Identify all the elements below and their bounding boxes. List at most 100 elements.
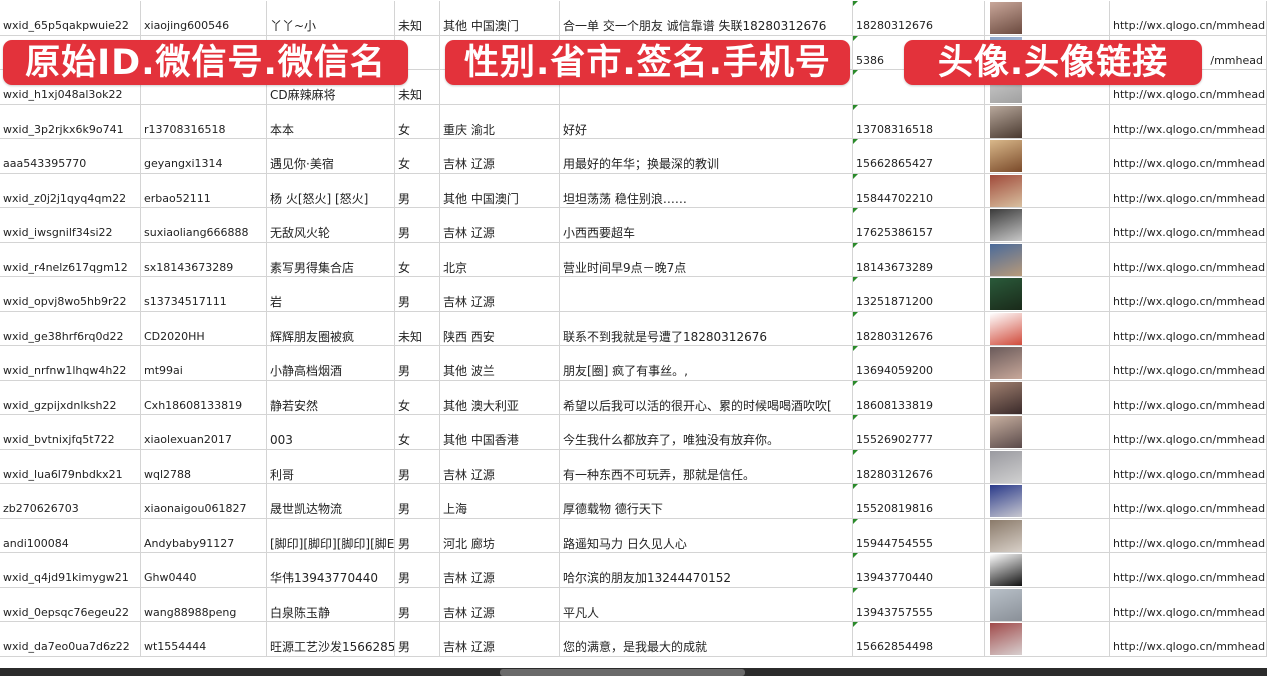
col-avatar-cell[interactable] [985, 242, 1110, 277]
col-region-cell[interactable]: 其他 中国澳门 [440, 173, 560, 208]
col-gender-cell[interactable]: 男 [395, 553, 440, 587]
col-wechat-name-cell[interactable]: 杨 火[怒火] [怒火] [267, 173, 395, 208]
col-signature-cell[interactable]: 联系不到我就是号遭了18280312676 [560, 311, 853, 346]
col-avatar-cell[interactable] [985, 173, 1110, 208]
col-gender-cell[interactable]: 未知 [395, 70, 440, 104]
col-phone-cell[interactable]: 13694059200 [853, 346, 985, 380]
col-avatar-url-cell[interactable]: http://wx.qlogo.cn/mmhead [1110, 242, 1267, 277]
col-signature-cell[interactable]: 朋友[圈] 疯了有事丝。, [560, 346, 853, 380]
col-gender-cell[interactable]: 男 [395, 587, 440, 622]
col-wechat-id-cell[interactable]: suxiaoliang666888 [141, 208, 267, 242]
col-original-id-cell[interactable]: wxid_da7eo0ua7d6z22 [0, 622, 141, 656]
col-gender-cell[interactable]: 男 [395, 346, 440, 380]
col-gender-cell[interactable]: 未知 [395, 1, 440, 35]
col-avatar-url-cell[interactable]: http://wx.qlogo.cn/mmhead [1110, 380, 1267, 415]
col-avatar-cell[interactable] [985, 622, 1110, 656]
col-avatar-url-cell[interactable]: http://wx.qlogo.cn/mmhead [1110, 415, 1267, 449]
col-phone-cell[interactable]: 13943770440 [853, 553, 985, 587]
col-avatar-url-cell[interactable]: http://wx.qlogo.cn/mmhead [1110, 587, 1267, 622]
col-signature-cell[interactable]: 坦坦荡荡 稳住别浪…… [560, 173, 853, 208]
col-signature-cell[interactable]: 好好 [560, 104, 853, 139]
col-gender-cell[interactable]: 女 [395, 415, 440, 449]
col-wechat-name-cell[interactable]: 晟世凯达物流 [267, 484, 395, 518]
col-avatar-url-cell[interactable]: http://wx.qlogo.cn/mmhead [1110, 277, 1267, 311]
col-wechat-name-cell[interactable]: [脚印][脚印][脚印][脚E [267, 518, 395, 553]
col-region-cell[interactable]: 其他 澳大利亚 [440, 380, 560, 415]
col-signature-cell[interactable] [560, 277, 853, 311]
col-wechat-name-cell[interactable]: 白泉陈玉静 [267, 587, 395, 622]
col-avatar-cell[interactable] [985, 587, 1110, 622]
col-gender-cell[interactable] [395, 35, 440, 70]
col-phone-cell[interactable]: 18280312676 [853, 1, 985, 35]
col-avatar-url-cell[interactable]: http://wx.qlogo.cn/mmhead [1110, 1, 1267, 35]
col-region-cell[interactable]: 吉林 辽源 [440, 208, 560, 242]
col-wechat-id-cell[interactable]: mt99ai [141, 346, 267, 380]
col-phone-cell[interactable]: 13251871200 [853, 277, 985, 311]
col-gender-cell[interactable]: 男 [395, 484, 440, 518]
col-original-id-cell[interactable]: wxid_iwsgnilf34si22 [0, 208, 141, 242]
col-region-cell[interactable]: 上海 [440, 484, 560, 518]
col-avatar-url-cell[interactable]: http://wx.qlogo.cn/mmhead [1110, 518, 1267, 553]
col-signature-cell[interactable]: 小西西要超车 [560, 208, 853, 242]
col-original-id-cell[interactable]: wxid_lua6l79nbdkx21 [0, 449, 141, 484]
col-region-cell[interactable]: 陕西 西安 [440, 311, 560, 346]
col-wechat-name-cell[interactable]: 无敌风火轮 [267, 208, 395, 242]
col-signature-cell[interactable]: 今生我什么都放弃了，唯独没有放弃你。 [560, 415, 853, 449]
col-phone-cell[interactable]: 15662854498 [853, 622, 985, 656]
col-avatar-cell[interactable] [985, 484, 1110, 518]
col-wechat-name-cell[interactable]: 利哥 [267, 449, 395, 484]
col-wechat-id-cell[interactable]: wang88988peng [141, 587, 267, 622]
col-phone-cell[interactable]: 13708316518 [853, 104, 985, 139]
col-phone-cell[interactable]: 13943757555 [853, 587, 985, 622]
col-signature-cell[interactable] [560, 35, 853, 70]
col-region-cell[interactable]: 其他 中国香港 [440, 415, 560, 449]
col-signature-cell[interactable]: 哈尔滨的朋友加13244470152 [560, 553, 853, 587]
col-phone-cell[interactable]: 15520819816 [853, 484, 985, 518]
col-original-id-cell[interactable]: wxid_nrfnw1lhqw4h22 [0, 346, 141, 380]
col-wechat-id-cell[interactable]: wql2788 [141, 449, 267, 484]
col-wechat-name-cell[interactable]: 丫丫~小 [267, 1, 395, 35]
col-wechat-name-cell[interactable]: 遇见你·美宿 [267, 139, 395, 173]
col-wechat-id-cell[interactable]: CD2020HH [141, 311, 267, 346]
col-region-cell[interactable] [440, 70, 560, 104]
col-avatar-url-cell[interactable]: http://wx.qlogo.cn/mmhead [1110, 484, 1267, 518]
col-avatar-cell[interactable] [985, 380, 1110, 415]
col-avatar-cell[interactable] [985, 449, 1110, 484]
col-original-id-cell[interactable]: wxid_3p2rjkx6k9o741 [0, 104, 141, 139]
col-phone-cell[interactable]: 17625386157 [853, 208, 985, 242]
col-signature-cell[interactable]: 用最好的年华；换最深的教训 [560, 139, 853, 173]
col-original-id-cell[interactable]: wxid_h1xj048al3ok22 [0, 70, 141, 104]
col-gender-cell[interactable]: 男 [395, 449, 440, 484]
col-region-cell[interactable]: 河北 廊坊 [440, 518, 560, 553]
col-avatar-url-cell[interactable]: http://wx.qlogo.cn/mmhead [1110, 208, 1267, 242]
col-phone-cell[interactable]: 15662865427 [853, 139, 985, 173]
col-avatar-url-cell[interactable]: http://wx.qlogo.cn/mmhead [1110, 553, 1267, 587]
col-original-id-cell[interactable]: wxid_r4nelz617qgm12 [0, 242, 141, 277]
col-region-cell[interactable]: 吉林 辽源 [440, 587, 560, 622]
col-avatar-cell[interactable] [985, 139, 1110, 173]
col-avatar-url-cell[interactable]: http://wx.qlogo.cn/mmhead [1110, 346, 1267, 380]
col-avatar-cell[interactable] [985, 1, 1110, 35]
col-region-cell[interactable]: 吉林 辽源 [440, 139, 560, 173]
col-avatar-cell[interactable] [985, 518, 1110, 553]
col-gender-cell[interactable]: 男 [395, 208, 440, 242]
col-gender-cell[interactable]: 女 [395, 139, 440, 173]
col-region-cell[interactable]: 其他 波兰 [440, 346, 560, 380]
col-original-id-cell[interactable]: wxid_opvj8wo5hb9r22 [0, 277, 141, 311]
col-wechat-id-cell[interactable]: Ghw0440 [141, 553, 267, 587]
col-original-id-cell[interactable]: wxid_gzpijxdnlksh22 [0, 380, 141, 415]
col-region-cell[interactable]: 吉林 辽源 [440, 553, 560, 587]
col-signature-cell[interactable]: 有一种东西不可玩弄，那就是信任。 [560, 449, 853, 484]
col-original-id-cell[interactable]: wxid_65p5qakpwuie22 [0, 1, 141, 35]
col-wechat-name-cell[interactable]: 本本 [267, 104, 395, 139]
col-wechat-id-cell[interactable]: erbao52111 [141, 173, 267, 208]
col-avatar-cell[interactable] [985, 208, 1110, 242]
col-wechat-name-cell[interactable]: 华伟13943770440 [267, 553, 395, 587]
col-original-id-cell[interactable]: wxid_0epsqc76egeu22 [0, 587, 141, 622]
col-region-cell[interactable]: 吉林 辽源 [440, 449, 560, 484]
col-region-cell[interactable]: 吉林 辽源 [440, 622, 560, 656]
col-gender-cell[interactable]: 未知 [395, 311, 440, 346]
col-wechat-name-cell[interactable]: 辉辉朋友圈被疯 [267, 311, 395, 346]
col-signature-cell[interactable]: 希望以后我可以活的很开心、累的时候喝喝酒吹吹[ [560, 380, 853, 415]
col-wechat-id-cell[interactable]: geyangxi1314 [141, 139, 267, 173]
